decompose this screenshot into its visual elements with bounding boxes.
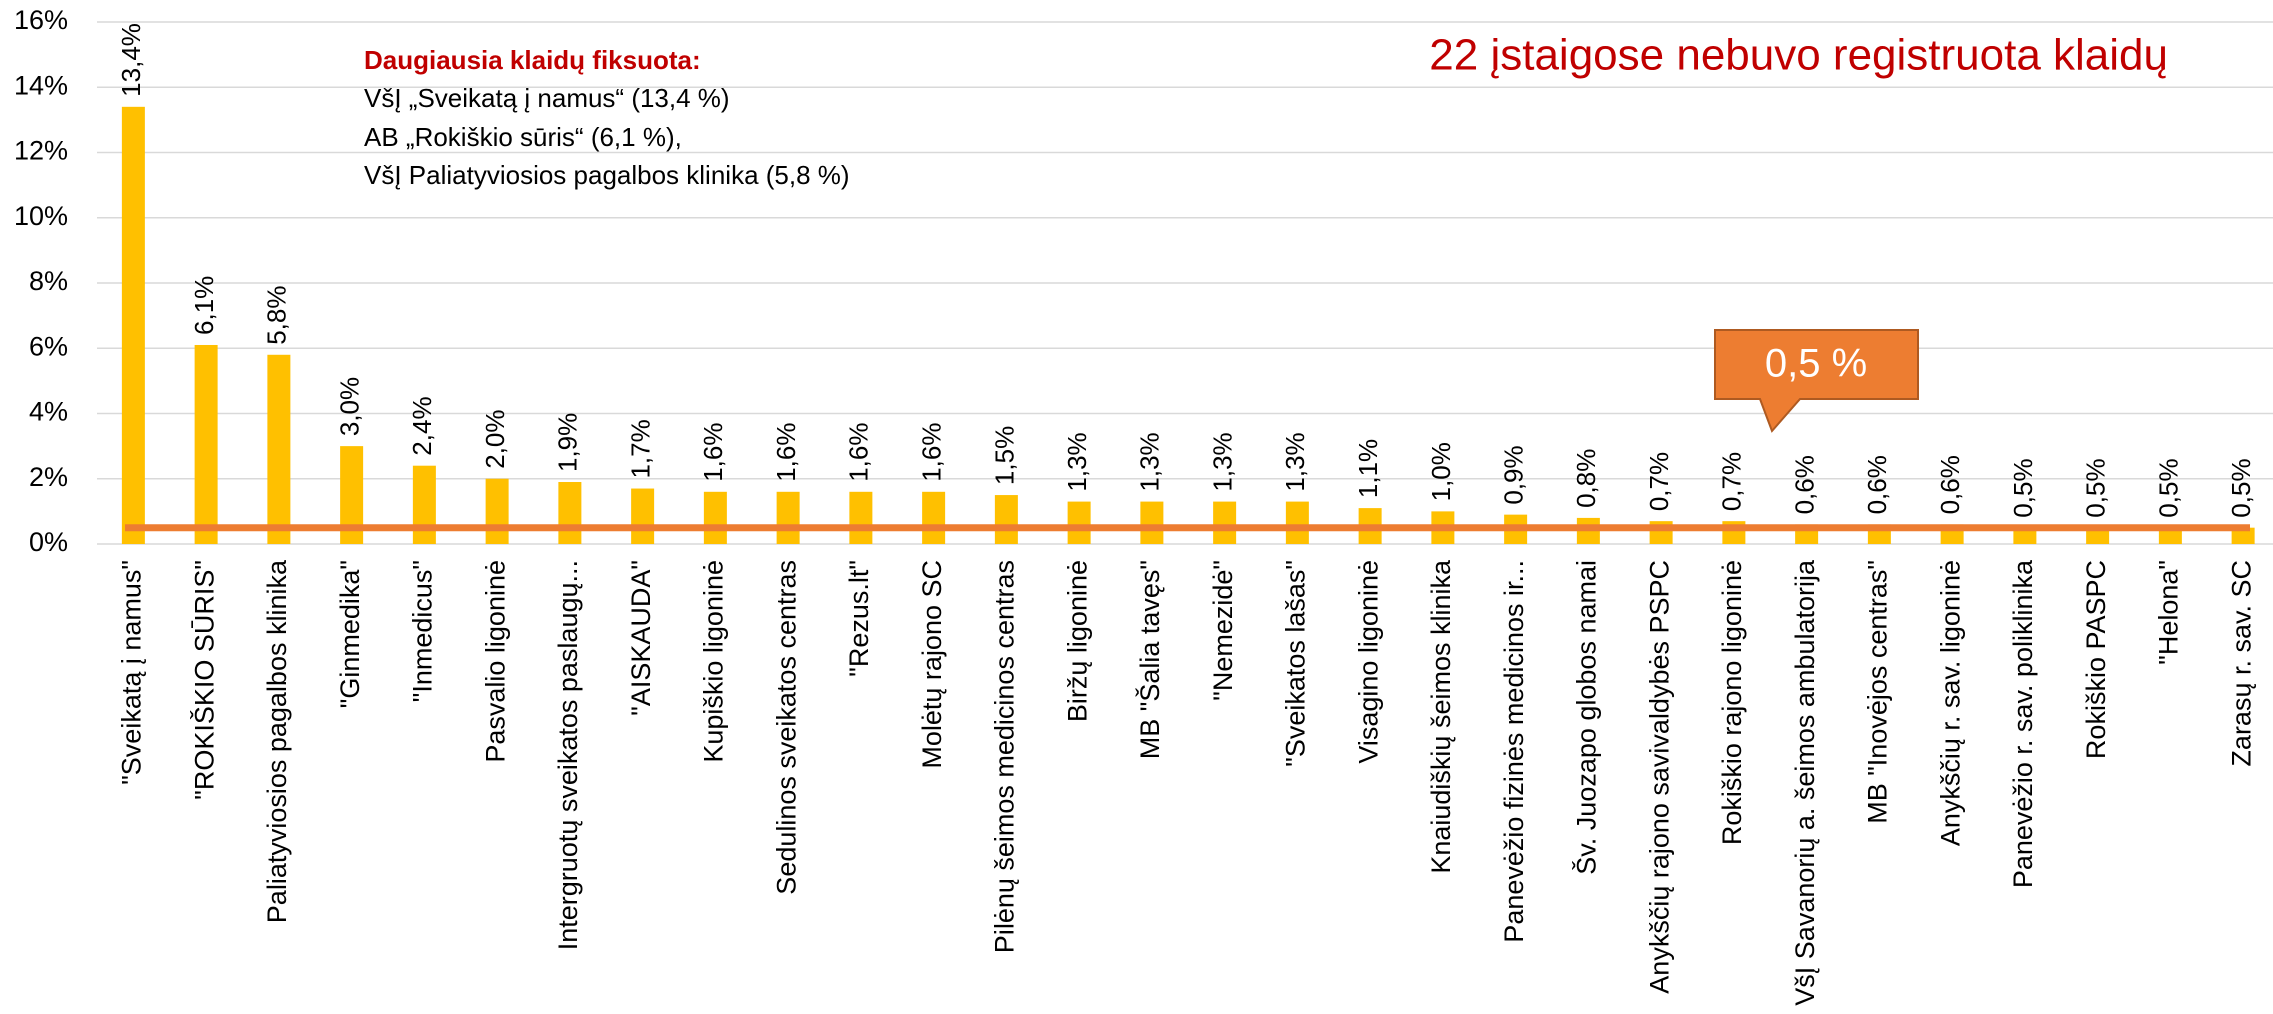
- value-label: 1,3%: [1280, 432, 1310, 491]
- x-tick-label: "Sveikatą į namus": [117, 560, 147, 785]
- x-tick-label: Panevėžio r. sav. poliklinika: [2008, 559, 2038, 888]
- y-tick-label: 8%: [29, 266, 68, 296]
- value-label: 1,6%: [771, 423, 801, 482]
- value-label: 0,6%: [1790, 455, 1820, 514]
- bar: [776, 491, 800, 544]
- bar: [340, 446, 364, 544]
- value-label: 1,1%: [1353, 439, 1383, 498]
- x-tick-label: Visagino ligoninė: [1353, 560, 1383, 764]
- x-tick-label: "Inmedicus": [408, 560, 438, 702]
- value-label: 1,3%: [1135, 432, 1165, 491]
- x-tick-label: Paliatyviosios pagalbos klinika: [262, 559, 292, 923]
- value-label: 1,6%: [844, 423, 874, 482]
- bar: [631, 488, 655, 544]
- value-label: 1,5%: [989, 426, 1019, 485]
- bar: [267, 354, 291, 544]
- value-label: 0,5%: [2008, 458, 2038, 517]
- value-label: 0,6%: [1935, 455, 1965, 514]
- y-tick-label: 2%: [29, 462, 68, 492]
- annotation-line: VšĮ Paliatyviosios pagalbos klinika (5,8…: [364, 160, 850, 190]
- bar: [849, 491, 873, 544]
- x-tick-label: "ROKIŠKIO SŪRIS": [188, 560, 219, 800]
- callout-label: 0,5 %: [1765, 342, 1867, 386]
- annotation-line: AB „Rokiškio sūris“ (6,1 %),: [364, 122, 682, 152]
- bar: [2013, 527, 2037, 544]
- bar: [1285, 501, 1309, 544]
- value-label: 2,0%: [480, 409, 510, 468]
- bar: [994, 495, 1018, 544]
- x-tick-label: Intergruotų sveikatos paslaugų...: [553, 560, 583, 950]
- bar: [194, 344, 218, 544]
- x-tick-label: Pilėnų šeimos medicinos centras: [990, 560, 1020, 953]
- value-label: 13,4%: [116, 23, 146, 97]
- x-tick-label: Knaiudiškių šeimos klinika: [1426, 559, 1456, 874]
- x-tick-label: "AISKAUDA": [626, 560, 656, 716]
- value-label: 0,8%: [1571, 449, 1601, 508]
- x-tick-label: Anykščių rajono savivaldybės PSPC: [1644, 560, 1674, 994]
- x-tick-label: Anykščių r. sav. ligoninė: [1935, 560, 1965, 846]
- value-label: 0,7%: [1644, 452, 1674, 511]
- x-tick-label: "Rezus.lt": [844, 560, 874, 677]
- y-tick-label: 12%: [14, 136, 68, 166]
- y-tick-label: 4%: [29, 397, 68, 427]
- bar: [2231, 527, 2255, 544]
- x-tick-label: Molėtų rajono SC: [917, 560, 947, 769]
- value-label: 1,3%: [1208, 432, 1238, 491]
- value-label: 2,4%: [407, 396, 437, 455]
- value-label: 1,3%: [1062, 432, 1092, 491]
- x-tick-label: Zarasų r. sav. SC: [2226, 560, 2256, 767]
- value-label: 6,1%: [189, 276, 219, 335]
- x-tick-label: Rokiškio rajono ligoninė: [1717, 560, 1747, 845]
- note: 22 įstaigose nebuvo registruota klaidų: [1429, 31, 2168, 80]
- x-tick-label: MB "Inovėjos centras": [1863, 560, 1893, 824]
- bar: [1213, 501, 1237, 544]
- x-tick-label: "Nemezidė": [1208, 560, 1238, 701]
- bar: [121, 106, 145, 544]
- value-label: 3,0%: [335, 377, 365, 436]
- annotation-title: Daugiausia klaidų fiksuota:: [364, 45, 701, 75]
- bar: [1140, 501, 1164, 544]
- x-tick-label: "Ginmedika": [335, 560, 365, 708]
- x-tick-label: Šv. Juozapo globos namai: [1571, 560, 1602, 875]
- x-tick-label: Rokiškio PASPC: [2081, 560, 2111, 759]
- callout: [1714, 329, 1919, 433]
- bar: [558, 482, 582, 544]
- bar: [2158, 527, 2182, 544]
- value-label: 0,6%: [1862, 455, 1892, 514]
- value-label: 0,7%: [1717, 452, 1747, 511]
- value-label: 1,6%: [698, 423, 728, 482]
- x-tick-label: "Helona": [2154, 560, 2184, 665]
- value-label: 0,9%: [1499, 445, 1529, 504]
- bar: [2086, 527, 2110, 544]
- value-label: 0,5%: [2226, 458, 2256, 517]
- x-tick-label: Panevėžio fizinės medicinos ir...: [1499, 560, 1529, 943]
- bar: [922, 491, 946, 544]
- value-label: 1,9%: [553, 413, 583, 472]
- x-tick-label: Biržų ligoninė: [1062, 560, 1092, 722]
- x-tick-label: Sedulinos sveikatos centras: [771, 560, 801, 895]
- y-tick-label: 6%: [29, 331, 68, 361]
- x-tick-label: Pasvalio ligoninė: [480, 560, 510, 763]
- value-label: 1,7%: [626, 419, 656, 478]
- value-label: 5,8%: [262, 286, 292, 345]
- y-tick-label: 16%: [14, 5, 68, 35]
- bar: [485, 478, 509, 544]
- x-tick-label: MB "Šalia tavęs": [1134, 560, 1165, 759]
- bar: [1067, 501, 1091, 544]
- y-tick-label: 0%: [29, 527, 68, 557]
- bar: [703, 491, 727, 544]
- bar: [412, 465, 436, 544]
- y-tick-label: 10%: [14, 201, 68, 231]
- value-label: 1,6%: [917, 423, 947, 482]
- y-tick-label: 14%: [14, 70, 68, 100]
- value-label: 1,0%: [1426, 442, 1456, 501]
- value-label: 0,5%: [2081, 458, 2111, 517]
- value-label: 0,5%: [2153, 458, 2183, 517]
- x-tick-label: Kupiškio ligoninė: [699, 560, 729, 763]
- x-tick-label: VšĮ Savanorių a. šeimos ambulatorija: [1790, 559, 1820, 1006]
- x-tick-label: "Sveikatos lašas": [1281, 560, 1311, 767]
